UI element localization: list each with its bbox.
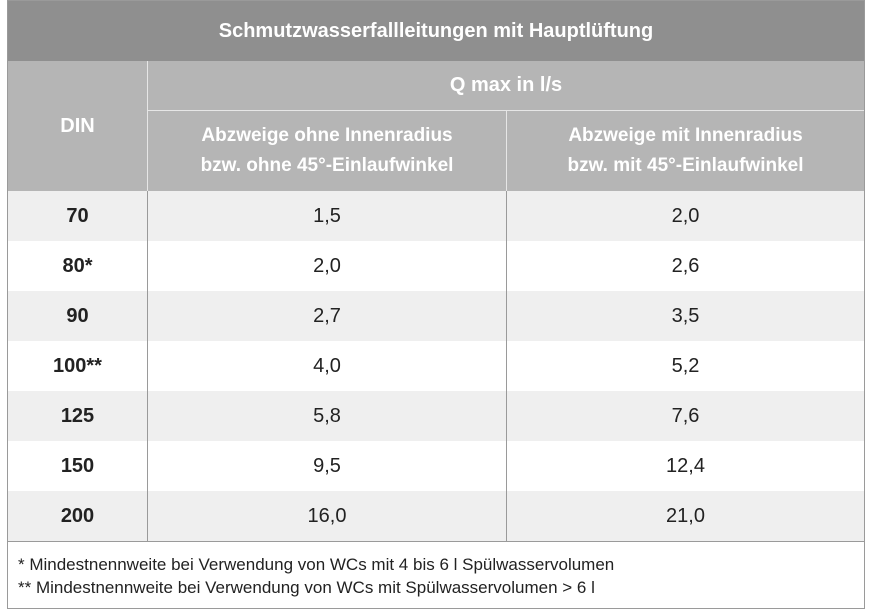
- value-without-radius-cell: 9,5: [148, 441, 507, 491]
- din-cell: 100**: [8, 341, 148, 391]
- value-with-radius-cell: 7,6: [671, 404, 700, 427]
- table-row: 80* 2,0 2,6: [8, 241, 864, 291]
- din-cell: 200: [8, 491, 148, 541]
- pipe-capacity-table: Schmutzwasserfallleitungen mit Hauptlüft…: [7, 0, 865, 609]
- footnote-double-asterisk: ** Mindestnennweite bei Verwendung von W…: [18, 578, 595, 597]
- table-row: 100** 4,0 5,2: [8, 341, 864, 391]
- footnote-single-asterisk: * Mindestnennweite bei Verwendung von WC…: [18, 555, 615, 574]
- table-row: 70 1,5 2,0: [8, 191, 864, 241]
- col-with-radius-header-line-1: Abzweige mit Innenradius: [568, 125, 803, 146]
- value-with-radius-cell: 5,2: [671, 354, 700, 377]
- col-without-radius-header-line-2: bzw. ohne 45°-Einlaufwinkel: [200, 155, 454, 176]
- col-without-radius-header-line-1: Abzweige ohne Innenradius: [201, 125, 453, 146]
- din-cell: 80*: [8, 241, 148, 291]
- din-column-header: DIN: [8, 61, 148, 191]
- value-without-radius-cell: 16,0: [148, 491, 507, 541]
- value-with-radius-cell: 3,5: [671, 304, 700, 327]
- value-with-radius-cell: 2,6: [671, 254, 700, 277]
- table-body: 70 1,5 2,0 80* 2,0 2,6 90 2,7 3,5 100** …: [8, 191, 864, 541]
- din-cell: 70: [8, 191, 148, 241]
- value-without-radius-cell: 2,0: [148, 241, 507, 291]
- table-row: 150 9,5 12,4: [8, 441, 864, 491]
- table-row: 200 16,0 21,0: [8, 491, 864, 541]
- value-without-radius-cell: 2,7: [148, 291, 507, 341]
- value-without-radius-cell: 1,5: [148, 191, 507, 241]
- col-with-radius-header-line-2: bzw. mit 45°-Einlaufwinkel: [567, 155, 804, 176]
- din-cell: 150: [8, 441, 148, 491]
- value-with-radius-cell: 21,0: [666, 504, 705, 527]
- value-with-radius-cell: 12,4: [666, 454, 705, 477]
- value-without-radius-cell: 4,0: [148, 341, 507, 391]
- table-title: Schmutzwasserfallleitungen mit Hauptlüft…: [8, 1, 864, 61]
- table-row: 90 2,7 3,5: [8, 291, 864, 341]
- col-without-radius-header: Abzweige ohne Innenradius bzw. ohne 45°-…: [148, 111, 507, 191]
- q-max-header: Q max in l/s: [148, 61, 864, 111]
- value-without-radius-cell: 5,8: [148, 391, 507, 441]
- footnotes: * Mindestnennweite bei Verwendung von WC…: [8, 541, 864, 608]
- value-with-radius-cell: 2,0: [671, 204, 700, 227]
- table-row: 125 5,8 7,6: [8, 391, 864, 441]
- col-with-radius-header: Abzweige mit Innenradius bzw. mit 45°-Ei…: [507, 111, 864, 191]
- din-cell: 125: [8, 391, 148, 441]
- din-cell: 90: [8, 291, 148, 341]
